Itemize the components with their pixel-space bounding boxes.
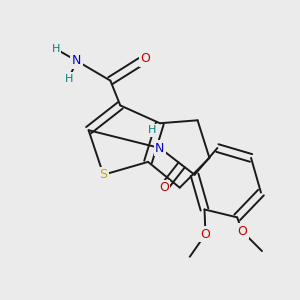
Text: H: H: [148, 125, 156, 135]
Text: O: O: [200, 228, 210, 241]
Text: H: H: [64, 74, 73, 84]
Text: methoxy: methoxy: [187, 256, 193, 258]
Text: N: N: [72, 54, 81, 67]
Text: O: O: [140, 52, 150, 65]
Text: N: N: [155, 142, 165, 154]
Text: methoxy: methoxy: [187, 256, 193, 258]
Text: H: H: [52, 44, 60, 54]
Text: S: S: [99, 168, 107, 181]
Text: O: O: [237, 225, 247, 238]
Text: O: O: [159, 181, 169, 194]
